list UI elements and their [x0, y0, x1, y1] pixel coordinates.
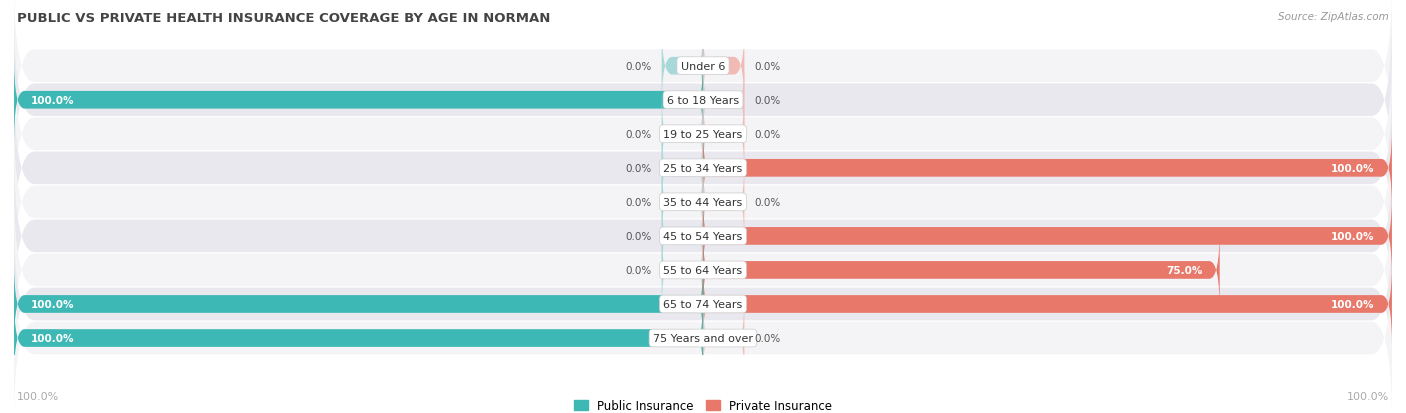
Text: 100.0%: 100.0% — [1347, 391, 1389, 401]
Text: 45 to 54 Years: 45 to 54 Years — [664, 231, 742, 241]
Text: 0.0%: 0.0% — [755, 197, 780, 207]
Text: 0.0%: 0.0% — [755, 333, 780, 343]
Legend: Public Insurance, Private Insurance: Public Insurance, Private Insurance — [569, 394, 837, 413]
Text: 55 to 64 Years: 55 to 64 Years — [664, 265, 742, 275]
Text: 100.0%: 100.0% — [31, 333, 75, 343]
FancyBboxPatch shape — [14, 117, 1392, 288]
Text: 75.0%: 75.0% — [1166, 265, 1202, 275]
Text: Under 6: Under 6 — [681, 62, 725, 71]
FancyBboxPatch shape — [703, 24, 744, 109]
Text: PUBLIC VS PRIVATE HEALTH INSURANCE COVERAGE BY AGE IN NORMAN: PUBLIC VS PRIVATE HEALTH INSURANCE COVER… — [17, 12, 550, 25]
FancyBboxPatch shape — [703, 58, 744, 142]
FancyBboxPatch shape — [14, 262, 703, 347]
FancyBboxPatch shape — [14, 58, 703, 142]
Text: 0.0%: 0.0% — [755, 62, 780, 71]
FancyBboxPatch shape — [703, 262, 1392, 347]
FancyBboxPatch shape — [703, 296, 744, 380]
Text: Source: ZipAtlas.com: Source: ZipAtlas.com — [1278, 12, 1389, 22]
Text: 35 to 44 Years: 35 to 44 Years — [664, 197, 742, 207]
Text: 100.0%: 100.0% — [1331, 299, 1375, 309]
Text: 65 to 74 Years: 65 to 74 Years — [664, 299, 742, 309]
Text: 0.0%: 0.0% — [755, 129, 780, 140]
Text: 0.0%: 0.0% — [755, 95, 780, 105]
Text: 0.0%: 0.0% — [626, 231, 651, 241]
FancyBboxPatch shape — [662, 228, 703, 312]
FancyBboxPatch shape — [662, 126, 703, 211]
FancyBboxPatch shape — [14, 185, 1392, 356]
Text: 75 Years and over: 75 Years and over — [652, 333, 754, 343]
Text: 100.0%: 100.0% — [17, 391, 59, 401]
FancyBboxPatch shape — [14, 0, 1392, 152]
Text: 6 to 18 Years: 6 to 18 Years — [666, 95, 740, 105]
FancyBboxPatch shape — [703, 160, 744, 244]
Text: 100.0%: 100.0% — [31, 95, 75, 105]
FancyBboxPatch shape — [662, 194, 703, 278]
FancyBboxPatch shape — [14, 83, 1392, 254]
FancyBboxPatch shape — [703, 194, 1392, 278]
Text: 100.0%: 100.0% — [31, 299, 75, 309]
Text: 0.0%: 0.0% — [626, 197, 651, 207]
FancyBboxPatch shape — [703, 93, 744, 177]
Text: 0.0%: 0.0% — [626, 164, 651, 173]
Text: 100.0%: 100.0% — [1331, 231, 1375, 241]
Text: 0.0%: 0.0% — [626, 265, 651, 275]
FancyBboxPatch shape — [14, 49, 1392, 220]
FancyBboxPatch shape — [14, 15, 1392, 186]
FancyBboxPatch shape — [703, 126, 1392, 211]
FancyBboxPatch shape — [14, 253, 1392, 413]
FancyBboxPatch shape — [14, 151, 1392, 322]
Text: 0.0%: 0.0% — [626, 62, 651, 71]
Text: 0.0%: 0.0% — [626, 129, 651, 140]
FancyBboxPatch shape — [662, 160, 703, 244]
FancyBboxPatch shape — [662, 93, 703, 177]
FancyBboxPatch shape — [14, 218, 1392, 390]
Text: 100.0%: 100.0% — [1331, 164, 1375, 173]
FancyBboxPatch shape — [662, 24, 703, 109]
Text: 19 to 25 Years: 19 to 25 Years — [664, 129, 742, 140]
FancyBboxPatch shape — [14, 296, 703, 380]
Text: 25 to 34 Years: 25 to 34 Years — [664, 164, 742, 173]
FancyBboxPatch shape — [703, 228, 1219, 312]
